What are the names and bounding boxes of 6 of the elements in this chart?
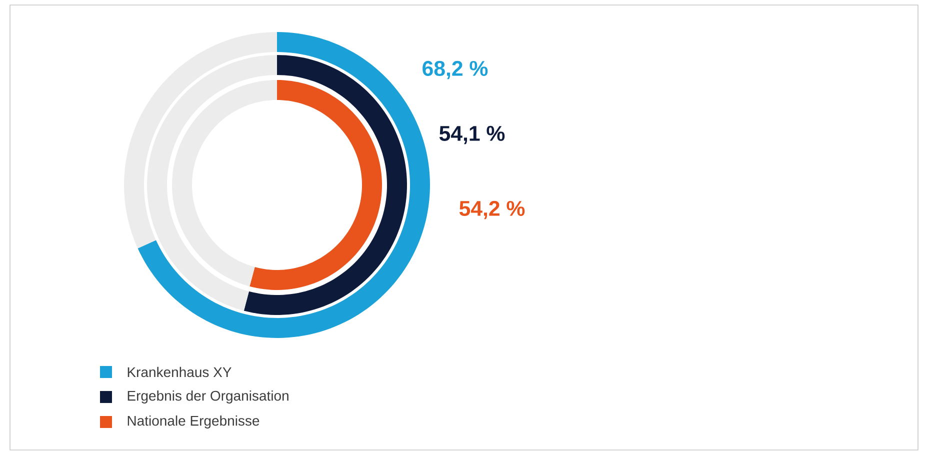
legend-label: Krankenhaus XY — [128, 366, 232, 378]
legend-label: Nationale Ergebnisse — [128, 415, 260, 429]
data-label: 54,2 % — [459, 200, 525, 220]
data-label: 54,1 % — [439, 126, 505, 144]
data-label: 68,2 % — [422, 60, 488, 80]
legend-label: Ergebnis der Organisation — [128, 390, 288, 404]
